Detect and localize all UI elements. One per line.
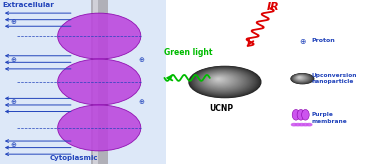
Text: Cytoplasmic: Cytoplasmic xyxy=(49,155,98,161)
Circle shape xyxy=(297,77,303,79)
Ellipse shape xyxy=(297,110,305,120)
Circle shape xyxy=(200,71,245,91)
Circle shape xyxy=(293,75,310,82)
Bar xyxy=(91,0,108,164)
Text: Upconversion
nanoparticle: Upconversion nanoparticle xyxy=(312,73,357,84)
Circle shape xyxy=(299,77,301,78)
Circle shape xyxy=(295,76,306,80)
Text: IR: IR xyxy=(266,2,279,12)
Circle shape xyxy=(202,72,242,89)
Circle shape xyxy=(211,76,229,84)
Circle shape xyxy=(201,72,243,90)
Circle shape xyxy=(212,76,228,83)
Circle shape xyxy=(209,75,232,85)
Circle shape xyxy=(291,74,314,84)
Text: $\oplus$: $\oplus$ xyxy=(9,55,17,63)
Circle shape xyxy=(291,74,313,83)
Circle shape xyxy=(299,77,300,78)
Bar xyxy=(93,0,98,164)
Circle shape xyxy=(212,77,227,83)
Circle shape xyxy=(194,69,253,94)
Bar xyxy=(0,0,166,164)
Text: $\oplus$: $\oplus$ xyxy=(9,97,17,106)
Circle shape xyxy=(214,77,225,82)
Circle shape xyxy=(297,76,304,79)
Circle shape xyxy=(197,70,249,92)
Circle shape xyxy=(195,69,252,94)
Circle shape xyxy=(205,73,237,87)
Circle shape xyxy=(292,74,313,83)
Circle shape xyxy=(217,78,220,80)
Circle shape xyxy=(190,67,260,97)
Circle shape xyxy=(294,75,308,81)
Text: Proton: Proton xyxy=(312,39,336,43)
Text: Extracellular: Extracellular xyxy=(2,2,54,8)
Ellipse shape xyxy=(58,105,141,151)
Circle shape xyxy=(296,76,305,80)
Circle shape xyxy=(293,75,310,82)
Text: $\oplus$: $\oplus$ xyxy=(138,55,146,63)
Text: Purple
membrane: Purple membrane xyxy=(312,113,348,124)
Circle shape xyxy=(294,75,309,82)
Circle shape xyxy=(210,76,230,84)
Circle shape xyxy=(201,72,244,90)
Circle shape xyxy=(206,74,235,86)
Text: $\oplus$: $\oplus$ xyxy=(9,17,17,26)
Circle shape xyxy=(207,74,234,86)
Circle shape xyxy=(203,73,240,88)
Circle shape xyxy=(214,77,223,81)
Text: $\oplus$: $\oplus$ xyxy=(138,97,146,106)
Circle shape xyxy=(293,74,311,83)
Circle shape xyxy=(194,68,254,95)
Circle shape xyxy=(307,123,312,126)
Circle shape xyxy=(217,79,219,80)
Circle shape xyxy=(204,73,239,88)
Circle shape xyxy=(213,77,226,82)
Circle shape xyxy=(193,68,256,95)
Ellipse shape xyxy=(58,59,141,105)
Circle shape xyxy=(298,77,301,78)
Circle shape xyxy=(303,123,308,126)
Circle shape xyxy=(291,123,297,126)
Circle shape xyxy=(299,123,304,126)
Circle shape xyxy=(195,69,251,93)
Circle shape xyxy=(192,68,257,96)
Ellipse shape xyxy=(292,110,300,120)
Text: Green light: Green light xyxy=(164,48,213,57)
Text: $\oplus$: $\oplus$ xyxy=(299,37,306,45)
Circle shape xyxy=(297,76,304,79)
Circle shape xyxy=(294,75,308,81)
Ellipse shape xyxy=(302,110,309,120)
Circle shape xyxy=(206,74,236,87)
Circle shape xyxy=(298,77,302,79)
Circle shape xyxy=(296,76,305,80)
Circle shape xyxy=(298,77,302,78)
Circle shape xyxy=(198,71,247,92)
Circle shape xyxy=(295,75,307,81)
Circle shape xyxy=(295,76,307,81)
Text: UCNP: UCNP xyxy=(209,104,233,113)
Circle shape xyxy=(215,78,222,81)
Circle shape xyxy=(189,66,261,98)
Circle shape xyxy=(208,75,233,86)
Circle shape xyxy=(203,72,240,89)
Circle shape xyxy=(191,67,259,97)
Circle shape xyxy=(296,76,306,80)
Circle shape xyxy=(292,74,312,83)
Circle shape xyxy=(198,70,248,92)
Circle shape xyxy=(293,74,311,82)
Circle shape xyxy=(191,67,258,96)
Circle shape xyxy=(196,70,250,93)
Circle shape xyxy=(199,71,246,91)
Ellipse shape xyxy=(58,13,141,59)
Circle shape xyxy=(209,75,231,85)
Circle shape xyxy=(216,78,221,80)
Text: $\oplus$: $\oplus$ xyxy=(9,140,17,149)
Circle shape xyxy=(295,123,301,126)
